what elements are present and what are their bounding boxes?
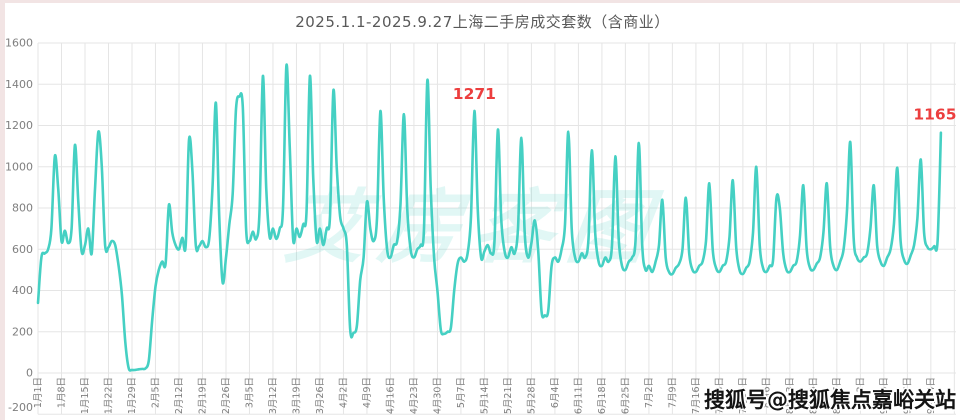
x-axis-label: 4月23日 [409, 377, 420, 414]
x-axis-label: 3月19日 [291, 377, 302, 414]
x-axis-label: 8月27日 [832, 377, 843, 414]
x-axis-label: 5月28日 [526, 377, 537, 414]
x-axis-label: 2月5日 [150, 377, 161, 408]
x-axis-label: 6月18日 [597, 377, 608, 414]
x-axis-label: 8月6日 [761, 377, 772, 408]
x-axis-label: 7月2日 [644, 377, 655, 408]
x-axis-label: 4月9日 [362, 377, 373, 408]
x-axis-label: 9月3日 [855, 377, 866, 408]
x-axis-label: 6月11日 [573, 377, 584, 414]
y-axis-label: 1000 [5, 160, 33, 173]
y-axis-label: -200 [8, 401, 33, 414]
x-axis-label: 7月16日 [691, 377, 702, 414]
y-axis-label: 0 [26, 367, 33, 380]
x-axis-label: 1月8日 [56, 377, 67, 408]
x-axis-label: 3月5日 [244, 377, 255, 408]
line-chart: -200 0 200 400 600 800 1000 1200 1400 1600 1月1日 1月8… [5, 37, 956, 415]
y-axis-label: 1600 [5, 37, 33, 50]
x-axis-label: 6月25日 [620, 377, 631, 414]
x-axis-label: 1月22日 [103, 377, 114, 414]
x-axis-label: 1月15日 [80, 377, 91, 414]
x-axis-label: 2月12日 [174, 377, 185, 414]
chart-card: 2025.1.1-2025.9.27上海二手房成交套数（含商业） -200 0 20… [5, 3, 960, 420]
x-axis-label: 8月13日 [785, 377, 796, 414]
x-axis-label: 6月4日 [550, 377, 561, 408]
x-axis-label: 4月2日 [338, 377, 349, 408]
x-axis-label: 1月29日 [127, 377, 138, 414]
y-axis-label: 1400 [5, 78, 33, 91]
x-axis-label: 7月9日 [667, 377, 678, 408]
x-axis-label: 2月26日 [221, 377, 232, 414]
y-axis-label: 200 [12, 325, 33, 338]
x-axis-label: 9月10日 [879, 377, 890, 414]
x-axis-label: 5月21日 [503, 377, 514, 414]
y-axis-label: 400 [12, 284, 33, 297]
x-axis-label: 4月30日 [432, 377, 443, 414]
x-axis-label: 7月30日 [738, 377, 749, 414]
x-axis-label: 5月7日 [456, 377, 467, 408]
x-axis-label: 5月14日 [479, 377, 490, 414]
sohu-watermark: 搜狐号@搜狐焦点嘉峪关站 [704, 388, 956, 412]
y-axis-label: 600 [12, 243, 33, 256]
x-axis-label: 9月24日 [926, 377, 937, 414]
x-axis-label: 8月20日 [808, 377, 819, 414]
y-axis-label: 800 [12, 202, 33, 215]
y-axis-label: 1200 [5, 119, 33, 132]
series-line [36, 63, 943, 372]
x-axis-label: 4月16日 [385, 377, 396, 414]
x-axis-label: 9月17日 [902, 377, 913, 414]
x-axis-label: 3月26日 [315, 377, 326, 414]
x-axis-label: 2月19日 [197, 377, 208, 414]
x-axis-label: 3月12日 [268, 377, 279, 414]
data-label-annotation: 1165 [913, 106, 956, 124]
x-axis-label: 7月23日 [714, 377, 725, 414]
x-axis-label: 1月1日 [33, 377, 44, 408]
chart-title: 2025.1.1-2025.9.27上海二手房成交套数（含商业） [295, 13, 670, 31]
data-label-annotation: 1271 [453, 85, 496, 103]
